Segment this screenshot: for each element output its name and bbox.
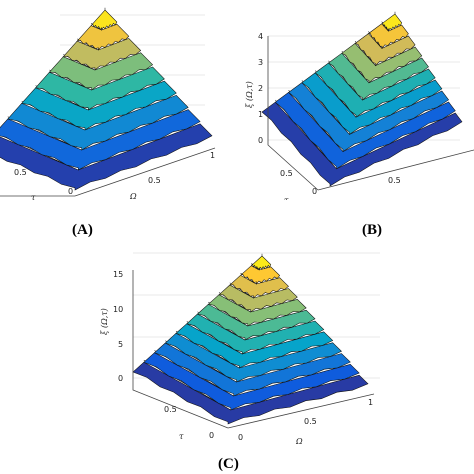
panel-b-z-tick-4: 4 xyxy=(258,32,263,41)
panel-b-surface xyxy=(261,11,463,187)
panel-b-label: (B) xyxy=(362,222,382,238)
panel-a-x-label: τ xyxy=(31,193,36,202)
panel-c-terrace-11 xyxy=(251,253,272,271)
panel-b-x-axis xyxy=(267,140,319,191)
panel-b-y-tick-0: 0.5 xyxy=(388,176,401,185)
panel-a-terrace-8 xyxy=(90,7,118,31)
panel-c-x-axis xyxy=(132,380,229,429)
panel-b-y-label: Ω xyxy=(436,203,444,212)
panel-a-x-tick-1: 0 xyxy=(68,187,73,196)
panel-c-x-label: τ xyxy=(179,432,184,441)
panel-b-z-tick-1: 1 xyxy=(258,110,263,119)
panel-c-y-tick-0: 0 xyxy=(238,433,243,442)
panel-c-label: (C) xyxy=(218,456,239,472)
surface-panel-c: 0 5 10 15 ξ (Ω,τ) 0.5 0 0 0.5 1 τ Ω xyxy=(100,252,380,446)
panel-c-x-tick-1: 0 xyxy=(209,431,214,440)
panel-b-z-tick-0: 0 xyxy=(258,136,263,145)
panel-c-y-tick-2: 1 xyxy=(368,398,373,407)
panel-c-y-axis xyxy=(227,393,375,429)
panel-a-y-axis xyxy=(74,147,216,197)
panel-c-z-tick-3: 15 xyxy=(113,270,123,279)
panel-c-z-label: ξ (Ω,τ) xyxy=(100,308,109,335)
panel-a-surface xyxy=(0,7,213,191)
panel-b-z-tick-3: 3 xyxy=(258,58,263,67)
panel-c-surface xyxy=(132,253,369,425)
panel-b-y-axis xyxy=(317,149,474,191)
panel-a-x-tick-0: 0.5 xyxy=(14,168,27,177)
panel-b-x-tick-0: 0.5 xyxy=(280,169,293,178)
panel-c-y-tick-1: 0.5 xyxy=(304,417,317,426)
panel-a-y-tick-1: 1 xyxy=(210,151,215,160)
panel-b-z-label: ξ (Ω,τ) xyxy=(245,81,254,108)
panel-a-y-label: Ω xyxy=(129,192,137,201)
panel-c-x-tick-0: 0.5 xyxy=(164,405,177,414)
panel-b-terrace-9 xyxy=(381,11,403,32)
panel-c-z-tick-1: 5 xyxy=(118,340,123,349)
panel-c-z-tick-2: 10 xyxy=(113,305,123,314)
panel-b-z-tick-2: 2 xyxy=(258,84,263,93)
panel-b-x-label: τ xyxy=(284,196,289,205)
surface-panel-a: 0.5 0 0.5 1 τ Ω xyxy=(0,7,216,202)
panel-c-z-tick-0: 0 xyxy=(118,374,123,383)
panel-b-x-tick-1: 0 xyxy=(312,187,317,196)
panel-c-y-label: Ω xyxy=(295,437,303,446)
panel-a-y-tick-0: 0.5 xyxy=(148,176,161,185)
surface-panel-b: 0 1 2 3 4 ξ (Ω,τ) 0.5 0 0.5 τ Ω xyxy=(245,11,474,212)
panel-a-label: (A) xyxy=(72,222,93,238)
